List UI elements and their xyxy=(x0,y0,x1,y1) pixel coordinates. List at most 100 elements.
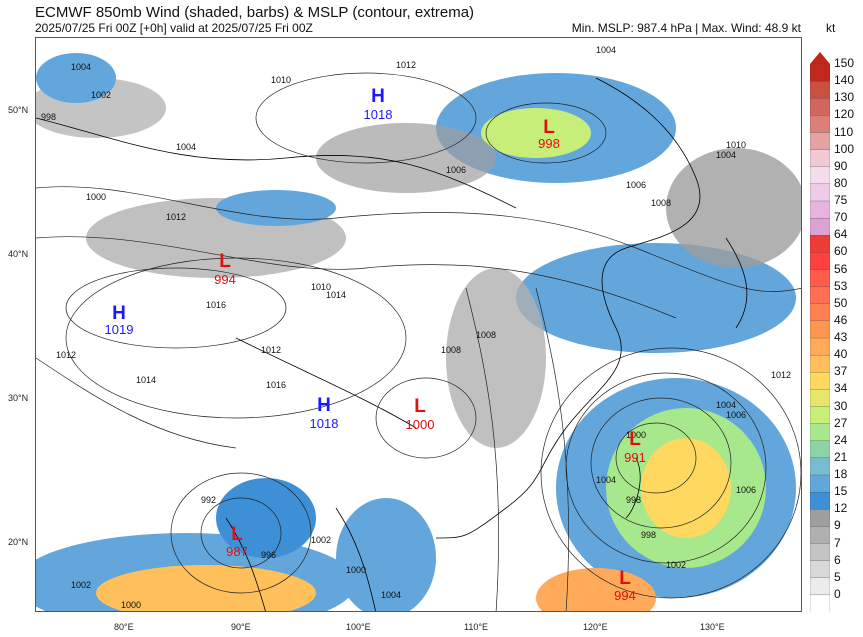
colorbar-tick-label: 9 xyxy=(834,518,841,533)
colorbar-swatch xyxy=(810,560,830,579)
isobar-label: 992 xyxy=(201,495,216,505)
isobar-label: 1012 xyxy=(261,345,281,355)
isobar-label: 1006 xyxy=(736,485,756,495)
center-value: 991 xyxy=(624,450,646,465)
colorbar-tick-label: 70 xyxy=(834,210,848,225)
lon-label-80e: 80°E xyxy=(114,622,134,632)
colorbar-tick-label: 130 xyxy=(834,90,855,105)
colorbar-swatch xyxy=(810,132,830,151)
colorbar-swatch xyxy=(810,80,830,99)
colorbar-tick-label: 110 xyxy=(834,124,854,139)
lat-label-50n: 50°N xyxy=(8,105,29,115)
lat-label-40n: 40°N xyxy=(8,249,29,259)
isobar-label: 1000 xyxy=(86,192,106,202)
center-letter: H xyxy=(371,86,385,107)
isobar-label: 1002 xyxy=(311,535,331,545)
isobar-label: 996 xyxy=(261,550,276,560)
colorbar-tick-label: 56 xyxy=(834,261,848,276)
center-letter: L xyxy=(619,568,631,589)
colorbar-tick-label: 50 xyxy=(834,295,848,310)
colorbar-swatch xyxy=(810,320,830,339)
isobar-label: 1004 xyxy=(381,590,401,600)
colorbar-swatch xyxy=(810,372,830,391)
colorbar-tick-label: 43 xyxy=(834,330,848,344)
colorbar-tick-label: 37 xyxy=(834,364,848,379)
lon-label-90e: 90°E xyxy=(231,622,251,632)
min-max-stats: Min. MSLP: 987.4 hPa | Max. Wind: 48.9 k… xyxy=(571,21,801,35)
center-letter: L xyxy=(231,524,243,545)
isobar-label: 1008 xyxy=(476,330,496,340)
colorbar-tick-label: 7 xyxy=(834,535,841,550)
coastlines-borders xyxy=(36,77,748,611)
isobar-label: 1014 xyxy=(136,375,156,385)
isobar-label: 1012 xyxy=(771,370,791,380)
colorbar-swatch xyxy=(810,166,830,185)
isobar-label: 1010 xyxy=(311,282,331,292)
colorbar-swatch xyxy=(810,457,830,476)
colorbar-tick-label: 24 xyxy=(834,432,848,447)
colorbar-swatch xyxy=(810,354,830,373)
colorbar-swatch xyxy=(810,286,830,305)
lat-label-30n: 30°N xyxy=(8,393,29,403)
lon-label-110e: 110°E xyxy=(464,622,488,632)
colorbar-tick-label: 90 xyxy=(834,158,848,173)
isobar-label: 1002 xyxy=(71,580,91,590)
colorbar-tick-label: 21 xyxy=(834,449,848,464)
colorbar-tick-label: 5 xyxy=(834,569,841,584)
center-letter: H xyxy=(112,303,126,324)
isobar-label: 1012 xyxy=(56,350,76,360)
isobar-label: 1000 xyxy=(121,600,141,610)
colorbar-tick-label: 15 xyxy=(834,484,848,499)
colorbar-swatch xyxy=(810,406,830,425)
colorbar-tick-label: 46 xyxy=(834,312,848,327)
center-letter: L xyxy=(414,396,426,417)
colorbar-swatch xyxy=(810,149,830,168)
colorbar-tick-label: 40 xyxy=(834,347,848,362)
map-svg: 1004 1002 998 1000 1004 1006 1012 1014 1… xyxy=(36,45,801,611)
colorbar-swatch xyxy=(810,337,830,356)
colorbar-swatch xyxy=(810,235,830,254)
isobar-label: 998 xyxy=(41,112,56,122)
colorbar-swatch xyxy=(810,594,830,612)
colorbar-swatch xyxy=(810,303,830,322)
colorbar-tick-label: 6 xyxy=(834,552,841,567)
center-letter: L xyxy=(543,117,555,138)
colorbar-tick-label: 60 xyxy=(834,244,848,259)
colorbar-swatch xyxy=(810,440,830,459)
colorbar-tick-label: 75 xyxy=(834,193,848,207)
colorbar-unit: kt xyxy=(826,21,836,35)
isobar-label: 1006 xyxy=(726,410,746,420)
isobar-label: 1014 xyxy=(326,290,346,300)
colorbar-swatch xyxy=(810,543,830,562)
isobar-label: 1016 xyxy=(206,300,226,310)
colorbar-tick-label: 0 xyxy=(834,586,841,601)
isobar-label: 1008 xyxy=(441,345,461,355)
center-value: 1019 xyxy=(105,322,134,337)
colorbar-tick-label: 27 xyxy=(834,415,848,430)
isobar-label: 1002 xyxy=(666,560,686,570)
isobar-label: 1008 xyxy=(651,198,671,208)
chart-title: ECMWF 850mb Wind (shaded, barbs) & MSLP … xyxy=(35,4,475,21)
lon-label-100e: 100°E xyxy=(346,622,371,632)
isobar-label: 1006 xyxy=(626,180,646,190)
isobar-label: 1010 xyxy=(271,75,291,85)
center-value: 1000 xyxy=(406,417,435,432)
wind-shading xyxy=(36,53,801,611)
colorbar-extend-arrow xyxy=(810,52,830,64)
isobar-label: 1004 xyxy=(71,62,91,72)
center-value: 998 xyxy=(538,136,560,151)
colorbar-swatch xyxy=(810,389,830,408)
colorbar-tick-label: 120 xyxy=(834,107,855,122)
lat-label-20n: 20°N xyxy=(8,537,29,547)
colorbar-swatch xyxy=(810,423,830,442)
isobar-label: 998 xyxy=(626,495,641,505)
colorbar-tick-label: 150 xyxy=(834,56,855,70)
lon-label-120e: 120°E xyxy=(583,622,608,632)
isobar-label: 1004 xyxy=(596,475,616,485)
